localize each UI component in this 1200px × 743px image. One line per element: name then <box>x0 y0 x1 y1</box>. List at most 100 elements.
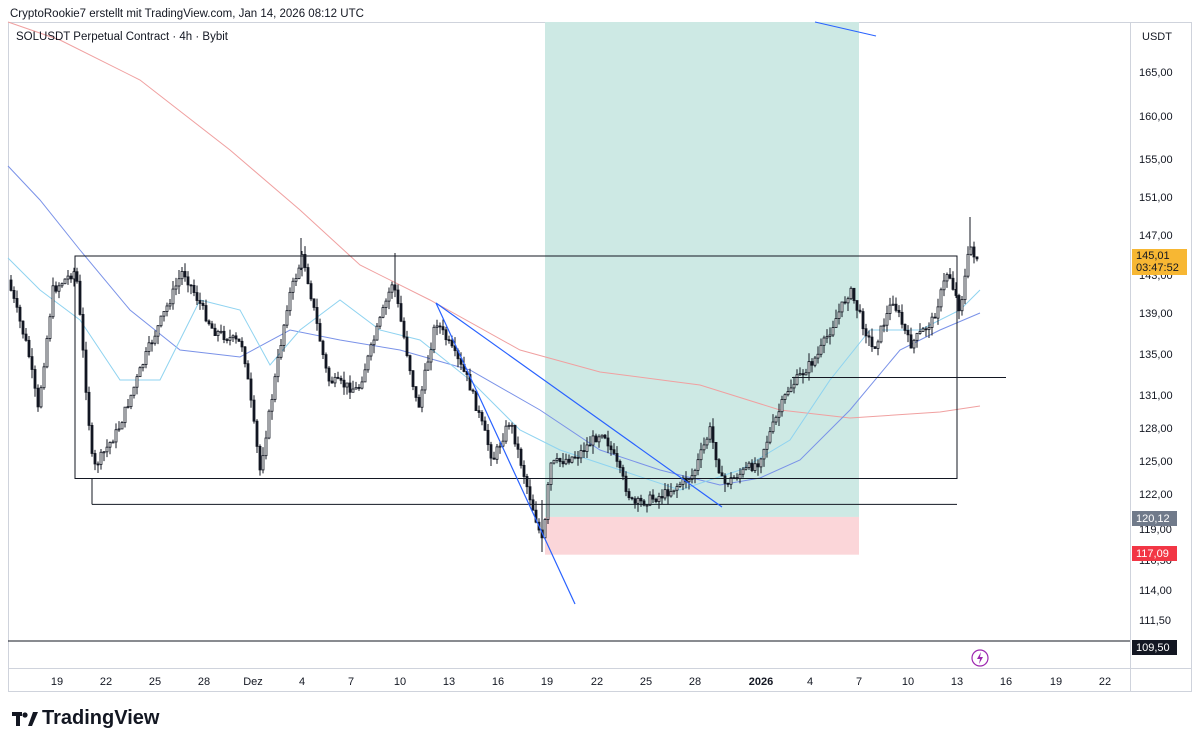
candle-up <box>144 351 148 365</box>
price-axis-label: 122,00 <box>1139 489 1173 501</box>
bar-countdown: 03:47:52 <box>1136 262 1179 274</box>
candle-up <box>831 327 835 336</box>
candle-down <box>531 499 535 511</box>
candle-up <box>363 369 367 383</box>
candle-down <box>192 285 196 293</box>
candle-up <box>120 422 124 430</box>
candle-up <box>930 316 934 328</box>
candle-up <box>159 315 163 327</box>
candle-up <box>807 361 811 374</box>
candle-up <box>42 366 46 389</box>
candle-up <box>669 491 673 497</box>
candle-up <box>114 429 118 443</box>
candle-down <box>447 339 451 342</box>
candle-up <box>885 313 889 326</box>
candle-down <box>189 284 193 287</box>
candle-up <box>297 267 301 279</box>
candle-down <box>843 301 847 304</box>
candle-down <box>471 389 475 392</box>
candle-up <box>768 431 772 443</box>
currency-label[interactable]: USDT <box>1142 31 1172 43</box>
candle-up <box>108 442 112 448</box>
candle-up <box>63 278 67 285</box>
candle-up <box>786 391 790 396</box>
candle-up <box>105 446 109 453</box>
candle-down <box>909 334 913 349</box>
time-axis-label: 28 <box>688 676 702 688</box>
candle-down <box>933 316 937 319</box>
candle-up <box>372 339 376 346</box>
time-axis-label: 22 <box>1098 676 1112 688</box>
candle-down <box>405 336 409 357</box>
candle-up <box>663 489 667 499</box>
candle-down <box>198 300 202 304</box>
candle-down <box>900 311 904 325</box>
candle-down <box>459 358 463 365</box>
time-axis-label: 13 <box>950 676 964 688</box>
candle-up <box>969 246 973 255</box>
candle-down <box>513 424 517 445</box>
candle-down <box>924 328 928 331</box>
candle-up <box>504 425 508 442</box>
candle-up <box>354 387 358 390</box>
candle-up <box>678 483 682 487</box>
candle-down <box>519 448 523 466</box>
candle-down <box>594 435 598 443</box>
candle-down <box>903 323 907 331</box>
candle-up <box>912 339 916 349</box>
candle-down <box>588 444 592 447</box>
candle-down <box>402 320 406 338</box>
candle-up <box>600 434 604 438</box>
candle-down <box>627 491 631 499</box>
candle-up <box>879 325 883 343</box>
candle-up <box>783 394 787 400</box>
candle-up <box>285 310 289 326</box>
candle-down <box>225 339 229 341</box>
tradingview-logo[interactable]: TradingView <box>12 707 159 730</box>
candle-up <box>966 253 970 277</box>
candle-up <box>543 519 547 539</box>
candle-down <box>252 399 256 422</box>
price-axis-divider <box>1130 22 1131 692</box>
candle-down <box>477 410 481 413</box>
candle-down <box>468 374 472 391</box>
candle-down <box>414 386 418 398</box>
candle-up <box>378 316 382 327</box>
candle-down <box>54 285 58 292</box>
candle-up <box>510 424 514 427</box>
candle-up <box>345 382 349 388</box>
upper-trend-line <box>814 21 877 37</box>
candle-down <box>906 330 910 336</box>
candle-up <box>57 285 61 292</box>
candle-down <box>327 367 331 382</box>
candle-up <box>738 473 742 479</box>
candle-up <box>693 469 697 477</box>
candle-up <box>147 342 151 352</box>
candle-down <box>750 462 754 471</box>
candle-down <box>867 335 871 338</box>
candle-down <box>558 458 562 462</box>
stop-price-tag: 120,12 <box>1132 511 1177 526</box>
symbol-title[interactable]: SOLUSDT Perpetual Contract · 4h · Bybit <box>16 31 228 43</box>
candle-up <box>552 459 556 464</box>
candle-down <box>948 274 952 279</box>
candle-up <box>390 284 394 293</box>
time-axis-label: 13 <box>442 676 456 688</box>
candle-up <box>705 438 709 446</box>
candle-up <box>837 311 841 319</box>
profit-zone <box>545 22 859 517</box>
price-axis-label: 147,00 <box>1139 230 1173 242</box>
candle-up <box>960 299 964 312</box>
candle-down <box>303 254 307 268</box>
candle-down <box>336 376 340 379</box>
candle-down <box>417 397 421 408</box>
current-price-tag: 145,01 03:47:52 <box>1132 249 1187 275</box>
candle-up <box>555 458 559 461</box>
candle-down <box>492 457 496 460</box>
candle-up <box>384 300 388 308</box>
candle-up <box>273 376 277 400</box>
candle-up <box>126 406 130 409</box>
candle-up <box>291 280 295 293</box>
candle-down <box>489 444 493 459</box>
